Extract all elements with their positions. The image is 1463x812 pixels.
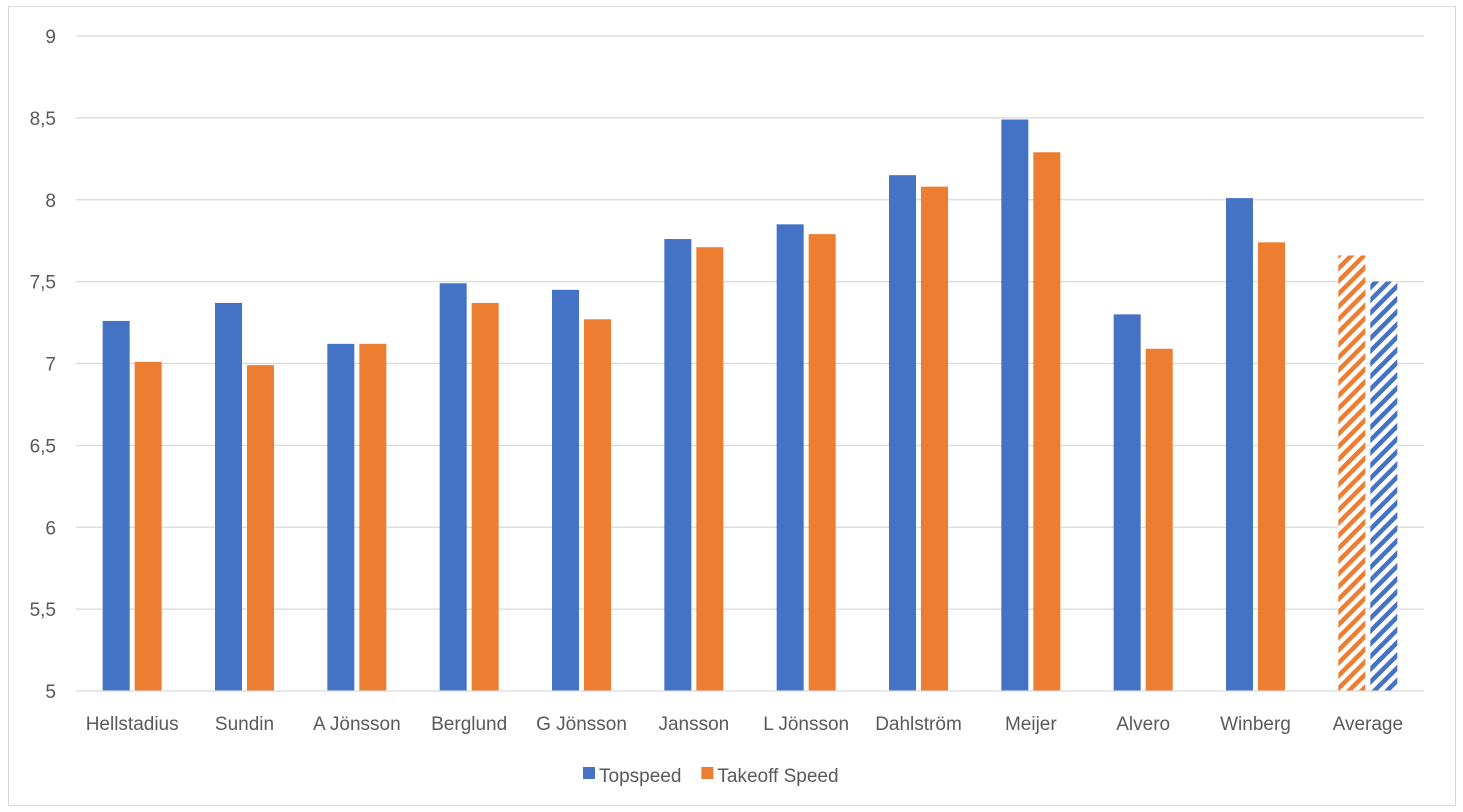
y-axis-ticks: 5 5,5 6 6,5 7 7,5 8 8,5 9 [30, 27, 56, 703]
y-tick-label: 7 [45, 355, 56, 376]
x-tick-label: Hellstadius [86, 714, 179, 735]
bar-takeoff-speed-l-jonsson [808, 234, 836, 691]
legend-swatch-takeoff-speed [701, 767, 714, 779]
y-tick-label: 5 [45, 682, 56, 703]
bar-topspeed-sundin [215, 302, 242, 691]
x-tick-label: Winberg [1220, 714, 1291, 735]
bar-takeoff-speed-sundin [247, 365, 274, 691]
bar-topspeed-g-jonsson [552, 289, 579, 691]
y-tick-label: 8 [45, 191, 56, 212]
bar-topspeed-a-jonsson [327, 343, 355, 691]
legend-label-takeoff-speed: Takeoff Speed [717, 766, 838, 787]
legend: Topspeed Takeoff Speed [583, 766, 839, 787]
bar-topspeed-winberg [1226, 198, 1253, 692]
bar-takeoff-speed-hellstadius [134, 361, 162, 691]
y-tick-label: 6,5 [30, 436, 56, 457]
x-tick-label: G Jönsson [536, 714, 627, 735]
y-tick-label: 5,5 [30, 600, 56, 621]
x-axis-labels: Hellstadius Sundin A Jönsson Berglund G Jöns… [86, 714, 1403, 735]
y-tick-label: 7,5 [30, 273, 56, 294]
bars [102, 119, 1398, 692]
bar-topspeed-alvero [1113, 314, 1141, 691]
x-tick-label: Meijer [1005, 714, 1057, 735]
bar-takeoff-speed-alvero [1145, 348, 1173, 691]
x-tick-label: Sundin [215, 714, 274, 735]
x-tick-label: L Jönsson [763, 714, 849, 735]
x-tick-label: Jansson [658, 714, 729, 735]
bar-takeoff-speed-a-jonsson [359, 343, 387, 691]
x-tick-label: Alvero [1116, 714, 1170, 735]
bar-takeoff-speed-average [1338, 255, 1366, 692]
legend-swatch-topspeed [583, 767, 595, 779]
bar-takeoff-speed-dahlstrom [921, 186, 948, 691]
gridlines [76, 35, 1424, 610]
y-tick-label: 6 [45, 518, 56, 539]
bar-topspeed-berglund [439, 283, 467, 691]
bar-takeoff-speed-jansson [696, 247, 724, 692]
bar-takeoff-speed-winberg [1258, 242, 1285, 691]
x-tick-label: Average [1333, 714, 1403, 735]
bar-topspeed-average [1370, 281, 1398, 691]
bar-topspeed-jansson [664, 239, 692, 692]
bar-takeoff-speed-g-jonsson [584, 319, 611, 691]
bar-topspeed-dahlstrom [889, 175, 916, 691]
x-tick-label: Dahlström [875, 714, 962, 735]
bar-topspeed-l-jonsson [776, 224, 804, 691]
bar-takeoff-speed-meijer [1033, 152, 1061, 691]
y-tick-label: 8,5 [30, 109, 56, 130]
bar-takeoff-speed-berglund [471, 302, 499, 691]
bar-topspeed-hellstadius [102, 320, 130, 691]
x-tick-label: Berglund [431, 714, 507, 735]
bar-topspeed-meijer [1001, 119, 1029, 691]
x-tick-label: A Jönsson [313, 714, 401, 735]
legend-label-topspeed: Topspeed [599, 766, 681, 787]
y-tick-label: 9 [45, 27, 56, 48]
